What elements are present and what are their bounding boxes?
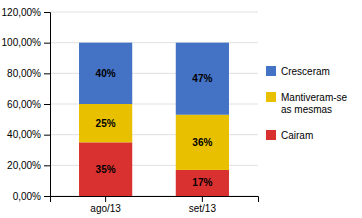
axis-line <box>51 197 259 203</box>
tick-mark <box>44 104 50 105</box>
tick-label: 40,00% <box>7 129 41 140</box>
legend-label: Cairam <box>281 130 313 141</box>
bar <box>79 104 132 142</box>
tick-label: set/13 <box>189 203 217 214</box>
bar <box>176 43 229 115</box>
axis-line <box>44 13 51 197</box>
tick-mark <box>105 196 106 202</box>
tick-label: 60,00% <box>7 99 41 110</box>
bar <box>176 115 229 170</box>
legend-label-line: Mantiveram-se <box>281 92 348 103</box>
x-tick: ago/13 <box>90 196 121 214</box>
legend: Cresceram Mantiveram-seas mesmas Cairam <box>266 66 348 141</box>
legend-swatch <box>266 130 276 140</box>
tick-label: 20,00% <box>7 160 41 171</box>
grid-line <box>50 12 258 13</box>
tick-mark <box>44 43 50 44</box>
tick-label: 100,00% <box>2 37 42 48</box>
grid <box>50 12 258 196</box>
legend-item: Cresceram <box>266 66 330 77</box>
x-tick: set/13 <box>189 196 217 214</box>
y-tick: 0,00% <box>13 191 50 202</box>
legend-label-line: Cairam <box>281 130 313 141</box>
data-label: 35% <box>96 164 116 175</box>
tick-label: 80,00% <box>7 68 41 79</box>
legend-label: Cresceram <box>281 66 330 77</box>
tick-mark <box>44 165 50 166</box>
tick-mark <box>44 196 50 197</box>
tick-mark <box>202 196 203 202</box>
tick-mark <box>44 73 50 74</box>
y-tick: 40,00% <box>7 129 50 140</box>
y-tick: 100,00% <box>2 37 50 48</box>
legend-swatch <box>266 92 276 102</box>
tick-mark <box>44 12 50 13</box>
y-tick: 60,00% <box>7 99 50 110</box>
data-label: 40% <box>96 68 116 79</box>
bar <box>176 170 229 196</box>
bar <box>79 43 132 104</box>
data-label: 36% <box>192 137 212 148</box>
legend-label-line: as mesmas <box>281 104 332 115</box>
data-label: 47% <box>192 73 212 84</box>
y-tick: 80,00% <box>7 68 50 79</box>
tick-label: 120,00% <box>2 7 42 18</box>
bar <box>79 142 132 196</box>
tick-label: ago/13 <box>90 203 121 214</box>
y-tick: 20,00% <box>7 160 50 171</box>
legend-item: Cairam <box>266 130 313 141</box>
tick-mark <box>44 135 50 136</box>
y-tick: 120,00% <box>2 7 50 18</box>
legend-swatch <box>266 66 276 76</box>
bars <box>79 43 229 196</box>
data-label: 17% <box>192 177 212 188</box>
legend-label-line: Cresceram <box>281 66 330 77</box>
chart: 0,00% 20,00% 40,00% 60,00% 80,00% 100,00% 120,… <box>0 0 362 218</box>
data-label: 25% <box>96 118 116 129</box>
plot: 0,00% 20,00% 40,00% 60,00% 80,00% 100,00% 120,… <box>2 7 259 214</box>
tick-label: 0,00% <box>13 191 41 202</box>
x-axis: ago/13 set/13 <box>51 196 259 214</box>
y-axis: 0,00% 20,00% 40,00% 60,00% 80,00% 100,00% 120,… <box>2 7 51 202</box>
legend-item: Mantiveram-seas mesmas <box>266 92 348 115</box>
data-labels: 35% 17% 25% 36% 40% 47% <box>96 68 213 189</box>
legend-label: Mantiveram-seas mesmas <box>281 92 348 115</box>
